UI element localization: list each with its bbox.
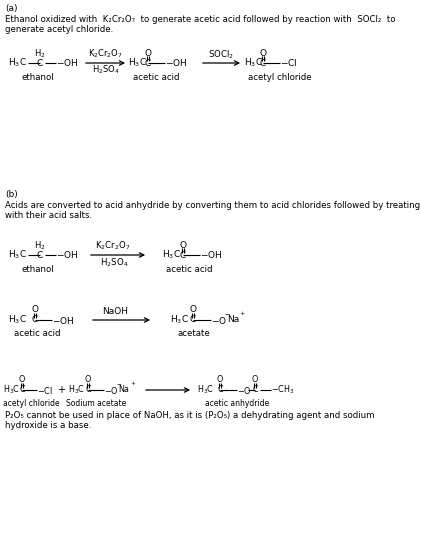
Text: C: C bbox=[37, 250, 43, 260]
Text: acetyl chloride: acetyl chloride bbox=[3, 399, 60, 407]
Text: generate acetyl chloride.: generate acetyl chloride. bbox=[5, 24, 113, 34]
Text: (b): (b) bbox=[5, 191, 18, 199]
Text: SOCl$_2$: SOCl$_2$ bbox=[208, 49, 234, 61]
Text: C: C bbox=[145, 59, 151, 67]
Text: acetyl chloride: acetyl chloride bbox=[248, 73, 312, 81]
Text: H$_3$C: H$_3$C bbox=[197, 384, 214, 396]
Text: $^-$: $^-$ bbox=[223, 311, 231, 319]
Text: Sodium acetate: Sodium acetate bbox=[66, 399, 126, 407]
Text: H$_3$C: H$_3$C bbox=[170, 314, 189, 326]
Text: O: O bbox=[144, 48, 152, 58]
Text: C: C bbox=[252, 386, 258, 395]
Text: $-$OH: $-$OH bbox=[52, 314, 75, 325]
Text: ethanol: ethanol bbox=[22, 264, 55, 274]
Text: C: C bbox=[85, 386, 91, 395]
Text: $-$O: $-$O bbox=[237, 384, 252, 395]
Text: ethanol: ethanol bbox=[22, 73, 55, 81]
Text: hydroxide is a base.: hydroxide is a base. bbox=[5, 421, 91, 431]
Text: H$_3$C: H$_3$C bbox=[8, 57, 27, 70]
Text: C: C bbox=[260, 59, 266, 67]
Text: O: O bbox=[32, 306, 38, 314]
Text: Na: Na bbox=[118, 386, 129, 395]
Text: O: O bbox=[252, 376, 258, 384]
Text: O: O bbox=[85, 376, 91, 384]
Text: acetic acid: acetic acid bbox=[14, 330, 61, 338]
Text: acetic acid: acetic acid bbox=[166, 264, 213, 274]
Text: H$_3$C: H$_3$C bbox=[3, 384, 20, 396]
Text: Acids are converted to acid anhydride by converting them to acid chlorides follo: Acids are converted to acid anhydride by… bbox=[5, 201, 420, 211]
Text: O: O bbox=[189, 306, 197, 314]
Text: $-$OH: $-$OH bbox=[165, 58, 187, 68]
Text: $-$Cl: $-$Cl bbox=[37, 384, 53, 395]
Text: H$_3$C: H$_3$C bbox=[8, 314, 27, 326]
Text: H$_2$SO$_4$: H$_2$SO$_4$ bbox=[92, 64, 120, 76]
Text: with their acid salts.: with their acid salts. bbox=[5, 212, 92, 220]
Text: H$_3$C: H$_3$C bbox=[162, 249, 181, 261]
Text: Ethanol oxidized with  K₂Cr₂O₇  to generate acetic acid followed by reaction wit: Ethanol oxidized with K₂Cr₂O₇ to generat… bbox=[5, 15, 395, 23]
Text: C: C bbox=[37, 59, 43, 67]
Text: K$_2$Cr$_2$O$_7$: K$_2$Cr$_2$O$_7$ bbox=[88, 48, 123, 60]
Text: O: O bbox=[19, 376, 25, 384]
Text: C: C bbox=[180, 250, 186, 260]
Text: $-$CH$_3$: $-$CH$_3$ bbox=[271, 384, 295, 396]
Text: $-$O: $-$O bbox=[211, 314, 227, 325]
Text: $-$OH: $-$OH bbox=[56, 249, 78, 261]
Text: P₂O₅ cannot be used in place of NaOH, as it is (P₂O₅) a dehydrating agent and so: P₂O₅ cannot be used in place of NaOH, as… bbox=[5, 411, 375, 420]
Text: $-$OH: $-$OH bbox=[200, 249, 222, 261]
Text: H$_2$: H$_2$ bbox=[34, 240, 46, 252]
Text: C: C bbox=[32, 315, 38, 325]
Text: O: O bbox=[179, 241, 187, 249]
Text: acetic anhydride: acetic anhydride bbox=[205, 399, 269, 407]
Text: $^+$: $^+$ bbox=[238, 311, 246, 319]
Text: H$_3$C: H$_3$C bbox=[68, 384, 85, 396]
Text: $^-$: $^-$ bbox=[115, 381, 123, 389]
Text: H$_2$SO$_4$: H$_2$SO$_4$ bbox=[100, 257, 128, 269]
Text: NaOH: NaOH bbox=[102, 306, 128, 315]
Text: $-$OH: $-$OH bbox=[56, 58, 78, 68]
Text: acetic acid: acetic acid bbox=[133, 73, 179, 81]
Text: +: + bbox=[57, 385, 65, 395]
Text: $-$O: $-$O bbox=[104, 384, 119, 395]
Text: C: C bbox=[19, 386, 25, 395]
Text: H$_2$: H$_2$ bbox=[34, 48, 46, 60]
Text: acetate: acetate bbox=[178, 330, 211, 338]
Text: (a): (a) bbox=[5, 4, 18, 14]
Text: Na: Na bbox=[227, 315, 239, 325]
Text: $^+$: $^+$ bbox=[129, 381, 136, 389]
Text: K$_2$Cr$_2$O$_7$: K$_2$Cr$_2$O$_7$ bbox=[95, 240, 131, 252]
Text: $-$Cl: $-$Cl bbox=[280, 58, 298, 68]
Text: C: C bbox=[190, 315, 196, 325]
Text: C: C bbox=[217, 386, 223, 395]
Text: H$_3$C: H$_3$C bbox=[128, 57, 147, 70]
Text: H$_3$C: H$_3$C bbox=[8, 249, 27, 261]
Text: O: O bbox=[217, 376, 223, 384]
Text: O: O bbox=[259, 48, 266, 58]
Text: H$_3$C: H$_3$C bbox=[244, 57, 263, 70]
